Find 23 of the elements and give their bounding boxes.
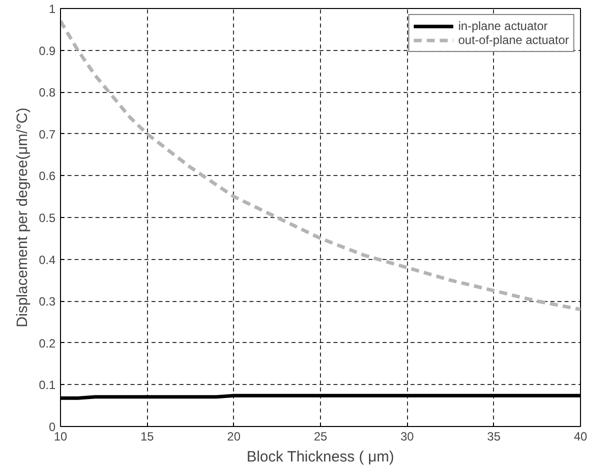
- line-series: [60, 19, 580, 312]
- y-tick-label: 0.2: [38, 336, 56, 350]
- x-tick-label: 40: [574, 430, 588, 444]
- y-tick-label: 1: [48, 2, 56, 16]
- y-tick-label: 0.1: [38, 378, 56, 392]
- y-tick-label: 0.8: [38, 86, 56, 100]
- y-tick-label: 0.5: [38, 211, 56, 225]
- x-tick-label: 15: [140, 430, 154, 444]
- x-tick-label: 10: [54, 430, 68, 444]
- x-tick-label: 30: [400, 430, 414, 444]
- y-tick-label: 0.7: [38, 127, 56, 142]
- y-tick-label: 0.3: [38, 294, 56, 309]
- x-tick-label: 20: [227, 430, 241, 444]
- x-tick-label: 25: [314, 430, 328, 444]
- x-tick-label: 35: [487, 430, 501, 444]
- legend-label: in-plane actuator: [458, 19, 548, 33]
- y-tick-label: 0.4: [38, 252, 56, 267]
- legend-label: out-of-plane actuator: [458, 33, 569, 47]
- x-axis-title: Block Thickness ( μm): [246, 448, 394, 466]
- y-tick-label: 0.6: [38, 169, 56, 184]
- y-axis-title: Displacement per degree(μm/°C): [14, 108, 31, 328]
- y-tick-label: 0: [48, 420, 56, 434]
- y-tick-label: 0.9: [38, 44, 56, 58]
